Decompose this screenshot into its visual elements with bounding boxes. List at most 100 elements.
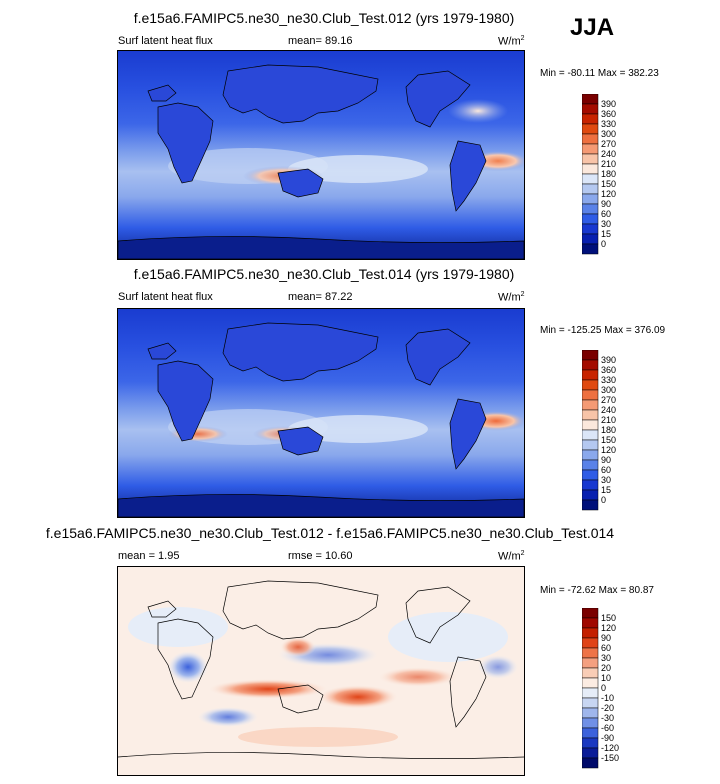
panel-3-colorbar-swatch — [582, 667, 599, 679]
panel-3-colorbar-label: 20 — [601, 663, 611, 673]
panel-3-colorbar-swatch — [582, 617, 599, 629]
panel-2-colorbar-swatch — [582, 399, 599, 411]
season-label: JJA — [570, 14, 615, 41]
panel-2-colorbar-swatch — [582, 499, 599, 511]
panel-3-colorbar-swatch — [582, 627, 599, 639]
panel-3-colorbar-label: -30 — [601, 713, 614, 723]
panel-2-colorbar-swatch — [582, 449, 599, 461]
panel-1-colorbar-swatch — [582, 113, 599, 125]
panel-2-colorbar: 390 360 330 300 270 240 210 180 150 120 90 60 30 15 0 — [582, 350, 642, 516]
panel-1-colorbar-label: 360 — [601, 109, 616, 119]
panel-1-colorbar-swatch — [582, 103, 599, 115]
panel-3-colorbar-label: -20 — [601, 703, 614, 713]
panel-1-colorbar-swatch — [582, 143, 599, 155]
panel-1-mean-label: mean= 89.16 — [288, 35, 353, 47]
panel-2-colorbar-label: 210 — [601, 415, 616, 425]
panel-2-colorbar-label: 15 — [601, 485, 611, 495]
panel-1-colorbar-label: 60 — [601, 209, 611, 219]
panel-1-colorbar-label: 300 — [601, 129, 616, 139]
panel-2-colorbar-label: 90 — [601, 455, 611, 465]
panel-1-colorbar-swatch — [582, 243, 599, 255]
panel-3-colorbar-swatch — [582, 727, 599, 739]
panel-1-colorbar-label: 15 — [601, 229, 611, 239]
panel-2-variable-label: Surf latent heat flux — [118, 291, 213, 303]
panel-2-colorbar-swatch — [582, 419, 599, 431]
panel-1-colorbar-swatch — [582, 183, 599, 195]
panel-1-title: f.e15a6.FAMIPC5.ne30_ne30.Club_Test.012 … — [133, 10, 515, 26]
panel-2-map — [117, 308, 525, 518]
panel-3-minmax: Min = -72.62 Max = 80.87 — [540, 585, 654, 596]
panel-3-colorbar-swatch — [582, 697, 599, 709]
panel-2-colorbar-swatch — [582, 389, 599, 401]
panel-2-units: W/m2 — [498, 291, 525, 304]
panel-1-map — [117, 50, 525, 260]
panel-1-colorbar-label: 0 — [601, 239, 606, 249]
panel-3-colorbar-swatch — [582, 757, 599, 769]
panel-1-colorbar-label: 330 — [601, 119, 616, 129]
panel-1-colorbar-label: 210 — [601, 159, 616, 169]
panel-2-colorbar-swatch — [582, 429, 599, 441]
panel-2-colorbar-swatch — [582, 479, 599, 491]
panel-1-colorbar-swatch — [582, 203, 599, 215]
panel-2-colorbar-swatch — [582, 359, 599, 371]
panel-3-mean-label: mean = 1.95 — [118, 550, 180, 562]
panel-3-title: f.e15a6.FAMIPC5.ne30_ne30.Club_Test.012 … — [45, 525, 615, 541]
panel-1-colorbar-swatch — [582, 193, 599, 205]
panel-1-colorbar-label: 270 — [601, 139, 616, 149]
panel-3-rmse-label: rmse = 10.60 — [288, 550, 353, 562]
panel-2-colorbar-label: 300 — [601, 385, 616, 395]
panel-2-colorbar-label: 180 — [601, 425, 616, 435]
panel-2-colorbar-swatch — [582, 379, 599, 391]
panel-3-colorbar-swatch — [582, 608, 599, 619]
panel-3-colorbar-label: 30 — [601, 653, 611, 663]
panel-2-colorbar-label: 150 — [601, 435, 616, 445]
panel-1-minmax: Min = -80.11 Max = 382.23 — [540, 68, 659, 79]
panel-1-colorbar-label: 390 — [601, 99, 616, 109]
panel-1-colorbar-swatch — [582, 123, 599, 135]
panel-3-colorbar-swatch — [582, 747, 599, 759]
panel-3-colorbar-label: -10 — [601, 693, 614, 703]
panel-1-colorbar-label: 240 — [601, 149, 616, 159]
panel-2-colorbar-label: 330 — [601, 375, 616, 385]
panel-1-colorbar: 390 360 330 300 270 240 210 180 150 120 90 60 30 15 0 — [582, 94, 642, 260]
panel-3-map — [117, 566, 525, 776]
panel-2-colorbar-swatch — [582, 350, 599, 361]
panel-2-colorbar-label: 390 — [601, 355, 616, 365]
panel-1-colorbar-label: 150 — [601, 179, 616, 189]
panel-1-colorbar-swatch — [582, 153, 599, 165]
panel-1-colorbar-label: 120 — [601, 189, 616, 199]
panel-2-colorbar-label: 360 — [601, 365, 616, 375]
panel-2-title: f.e15a6.FAMIPC5.ne30_ne30.Club_Test.014 … — [133, 266, 515, 282]
panel-3-colorbar-label: -150 — [601, 753, 619, 763]
panel-2-colorbar-swatch — [582, 489, 599, 501]
panel-3-colorbar-swatch — [582, 657, 599, 669]
panel-3-colorbar: 150 120 90 60 30 20 10 0 -10 -20 -30 -60 -90 -120 -150 — [582, 608, 642, 774]
panel-2-mean-label: mean= 87.22 — [288, 291, 353, 303]
panel-2-colorbar-label: 120 — [601, 445, 616, 455]
panel-3-colorbar-label: 0 — [601, 683, 606, 693]
panel-3-colorbar-swatch — [582, 707, 599, 719]
panel-1-colorbar-swatch — [582, 213, 599, 225]
panel-3-colorbar-label: 10 — [601, 673, 611, 683]
panel-1-colorbar-label: 90 — [601, 199, 611, 209]
panel-3-colorbar-swatch — [582, 717, 599, 729]
panel-2-colorbar-label: 60 — [601, 465, 611, 475]
panel-2-colorbar-swatch — [582, 409, 599, 421]
panel-2-colorbar-label: 30 — [601, 475, 611, 485]
panel-3-colorbar-label: 90 — [601, 633, 611, 643]
panel-2-colorbar-swatch — [582, 459, 599, 471]
panel-3-colorbar-label: 150 — [601, 613, 616, 623]
panel-2-minmax: Min = -125.25 Max = 376.09 — [540, 325, 666, 336]
panel-3-colorbar-swatch — [582, 737, 599, 749]
panel-2-colorbar-label: 270 — [601, 395, 616, 405]
panel-2-colorbar-swatch — [582, 369, 599, 381]
panel-3-colorbar-label: 120 — [601, 623, 616, 633]
panel-3-colorbar-swatch — [582, 687, 599, 699]
panel-3-colorbar-label: -90 — [601, 733, 614, 743]
panel-1-variable-label: Surf latent heat flux — [118, 35, 213, 47]
panel-1-colorbar-swatch — [582, 163, 599, 175]
panel-3-colorbar-label: 60 — [601, 643, 611, 653]
panel-1-colorbar-swatch — [582, 133, 599, 145]
panel-3-colorbar-label: -120 — [601, 743, 619, 753]
panel-2-colorbar-label: 0 — [601, 495, 606, 505]
